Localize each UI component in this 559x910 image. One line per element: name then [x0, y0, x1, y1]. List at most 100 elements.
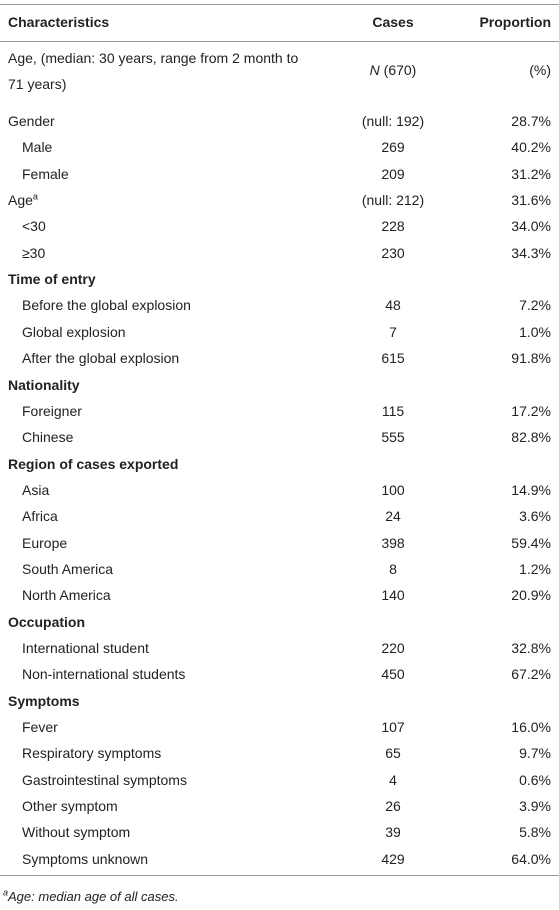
intro-symbol: N: [369, 62, 380, 78]
proportion-cell: 5.8%: [519, 824, 551, 841]
label-text: ≥30: [22, 244, 46, 261]
row-label: Non-international students: [22, 665, 185, 683]
cases-cell: 65: [385, 745, 401, 762]
proportion-cell: 64.0%: [511, 850, 551, 867]
intro-count: (670): [383, 62, 417, 78]
label-text: International student: [22, 640, 149, 656]
label-text: Male: [22, 139, 53, 156]
label-text: Foreigner: [22, 402, 82, 419]
footnote-text: Age: median age of all cases.: [8, 889, 179, 904]
proportion-cell: 0.6%: [519, 771, 551, 788]
cases-cell: 230: [381, 244, 405, 261]
row-label: Nationality: [8, 376, 80, 394]
cases-cell: 615: [381, 350, 405, 367]
top-rule: [0, 4, 559, 5]
label-text: Africa: [22, 508, 58, 525]
label-text: Fever: [22, 719, 58, 736]
row-label: After the global explosion: [22, 349, 179, 367]
intro-label: Age, (median: 30 years, range from 2 mon…: [8, 50, 299, 92]
row-label: Global explosion: [22, 323, 126, 341]
row-label: Foreigner: [22, 402, 82, 420]
cases-cell: 555: [381, 429, 405, 446]
cases-cell: 107: [381, 719, 405, 736]
proportion-cell: 32.8%: [511, 640, 551, 656]
label-text: Non-international students: [22, 666, 186, 683]
cases-cell: 209: [381, 165, 405, 182]
proportion-cell: 3.6%: [519, 508, 551, 525]
label-text: North America: [22, 587, 111, 604]
row-label: Without symptom: [22, 823, 130, 841]
label-text: Time of entry: [8, 271, 96, 288]
cases-cell: 48: [385, 297, 401, 314]
row-label: <30: [22, 217, 46, 235]
label-text: Asia: [22, 481, 50, 498]
proportion-cell: 31.6%: [511, 192, 551, 209]
row-label: Respiratory symptoms: [22, 744, 161, 762]
proportion-cell: 20.9%: [511, 587, 551, 604]
label-text: Without symptom: [22, 824, 131, 841]
proportion-cell: 1.0%: [519, 323, 551, 340]
cases-cell: 450: [381, 666, 405, 683]
cases-cell: 115: [381, 402, 405, 419]
bottom-rule: [0, 875, 559, 876]
row-label: Occupation: [8, 613, 85, 631]
row-label: Before the global explosion: [22, 296, 191, 314]
proportion-cell: 14.9%: [511, 481, 551, 498]
proportion-cell: 9.7%: [519, 745, 551, 762]
proportion-cell: 17.2%: [511, 402, 551, 419]
label-text: Respiratory symptoms: [22, 745, 162, 762]
proportion-cell: 34.3%: [511, 244, 551, 261]
label-text: Global explosion: [22, 323, 126, 340]
proportion-cell: 1.2%: [519, 560, 551, 577]
row-label: International student: [22, 639, 149, 657]
cases-cell: (null: 212): [361, 192, 425, 209]
label-note: a: [32, 191, 38, 202]
label-text: Nationality: [8, 376, 80, 393]
row-label: Chinese: [22, 428, 73, 446]
row-label: Male: [22, 138, 52, 156]
proportion-cell: 59.4%: [511, 534, 551, 551]
cases-cell: 140: [381, 587, 405, 604]
proportion-cell: 67.2%: [511, 666, 551, 683]
row-label: Symptoms unknown: [22, 850, 148, 868]
cases-cell: 7: [389, 323, 397, 340]
label-text: Symptoms unknown: [22, 850, 149, 867]
label-text: Age: [8, 192, 33, 209]
cases-cell: 39: [385, 824, 401, 841]
row-label: North America: [22, 586, 111, 604]
cases-cell: 26: [385, 798, 401, 815]
cases-cell: 220: [381, 640, 405, 656]
label-text: South America: [22, 560, 114, 577]
row-label: Female: [22, 165, 69, 183]
label-text: Female: [22, 165, 69, 182]
row-label: ≥30: [22, 244, 45, 262]
proportion-cell: 16.0%: [511, 719, 551, 736]
label-text: Occupation: [8, 613, 86, 630]
proportion-cell: 40.2%: [511, 139, 551, 156]
label-text: <30: [22, 218, 46, 235]
header-cell: Proportion: [479, 14, 551, 30]
header-cell: Characteristics: [8, 14, 110, 30]
label-text: Gender: [8, 113, 55, 129]
row-label: South America: [22, 560, 113, 578]
row-label: Time of entry: [8, 270, 96, 288]
label-text: After the global explosion: [22, 350, 180, 367]
row-label: Gastrointestinal symptoms: [22, 771, 187, 789]
row-label: Symptoms: [8, 692, 80, 710]
cases-cell: 228: [381, 218, 405, 235]
label-text: Other symptom: [22, 798, 118, 815]
row-label: Africa: [22, 507, 58, 525]
proportion-cell: 28.7%: [511, 113, 551, 129]
proportion-cell: 34.0%: [511, 218, 551, 235]
proportion-cell: 82.8%: [511, 429, 551, 446]
label-text: Before the global explosion: [22, 297, 191, 314]
cases-cell: (null: 192): [361, 113, 425, 129]
label-text: Gastrointestinal symptoms: [22, 771, 187, 788]
header-rule: [0, 41, 559, 42]
proportion-cell: 3.9%: [519, 798, 551, 815]
cases-cell: 24: [385, 508, 401, 525]
header-cell: Cases: [372, 14, 414, 30]
footnote-mark: a: [3, 887, 9, 898]
intro-proportion: (%): [529, 62, 551, 78]
